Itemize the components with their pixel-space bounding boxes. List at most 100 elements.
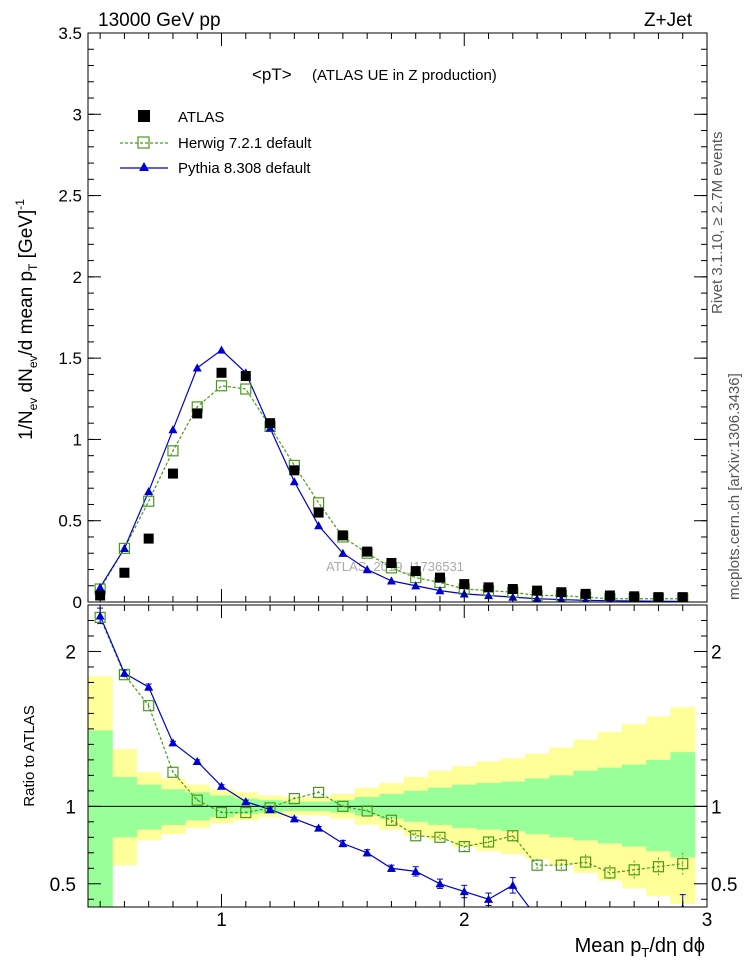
atlas-point: [580, 588, 591, 599]
uncertainty-band-inner: [573, 770, 599, 841]
atlas-point: [167, 468, 178, 479]
uncertainty-band-inner: [136, 784, 162, 830]
atlas-point: [604, 590, 615, 601]
atlas-point: [556, 587, 567, 598]
pythia-ratio-point: [217, 781, 227, 790]
main-ytick-label: 0.5: [58, 512, 82, 531]
herwig-ratio-point: [288, 792, 300, 805]
herwig-ratio-point: [482, 836, 495, 848]
pythia-ratio-point: [314, 823, 324, 832]
main-plot-frame: [87, 32, 708, 603]
pythia-point: [386, 576, 396, 585]
ratio-axes: 0.5 0.5 1 1 2 2 1 2 3: [50, 605, 737, 931]
herwig-ratio-point: [434, 831, 446, 843]
xlabel-part-1: Mean p: [575, 935, 642, 957]
legend-atlas-marker: [138, 110, 150, 122]
ratio-plot-marks: [94, 607, 689, 926]
herwig-ratio-point: [580, 856, 592, 868]
legend-herwig-label: Herwig 7.2.1 default: [178, 135, 312, 152]
uncertainty-band-inner: [670, 752, 696, 858]
herwig-ratio-line: [99, 617, 683, 874]
pythia-point: [411, 581, 421, 590]
legend: ATLAS Herwig 7.2.1 default Pythia 8.308 …: [120, 109, 312, 177]
atlas-point: [95, 590, 106, 601]
atlas-point: [216, 367, 227, 378]
pythia-point: [289, 477, 299, 486]
ratio-ytick-label: 1: [65, 797, 76, 818]
pythia-point: [435, 586, 445, 595]
herwig-point: [143, 495, 155, 507]
main-y-axis: 0 0.5 1 1.5 2 2.5 3 3.5: [58, 24, 708, 612]
atlas-point: [313, 507, 324, 518]
pythia-point: [192, 363, 202, 372]
pythia-point: [484, 590, 494, 600]
atlas-point: [240, 371, 251, 382]
atlas-point: [532, 585, 543, 596]
herwig-ratio-point: [240, 806, 252, 819]
main-ytick-label: 2.5: [58, 187, 82, 206]
x-tick-label: 1: [216, 910, 227, 931]
pythia-ratio-point: [605, 918, 614, 926]
herwig-point: [118, 542, 131, 554]
herwig-ratio-point: [555, 859, 567, 871]
ylabel-sub-t: T: [26, 263, 40, 271]
ratio-plot-frame: [87, 604, 708, 908]
pythia-ratio-point: [435, 879, 445, 888]
pythia-ratio-point: [581, 916, 590, 924]
herwig-ratio-point: [215, 806, 228, 819]
xlabel-part-2: /dη dϕ: [649, 935, 705, 957]
ratio-y-label: Ratio to ATLAS: [21, 705, 38, 806]
ylabel-unit: [GeV]: [16, 210, 37, 264]
legend-pythia-label: Pythia 8.308 default: [178, 160, 311, 177]
ylabel-part-3: /d mean p: [16, 271, 37, 356]
atlas-point: [265, 418, 276, 429]
herwig-ratio-point: [531, 859, 543, 871]
herwig-ratio-point: [652, 861, 665, 873]
pythia-point: [144, 486, 154, 496]
pythia-ratio-point: [95, 611, 105, 620]
uncertainty-band-inner: [88, 730, 113, 907]
uncertainty-band-inner: [112, 776, 138, 838]
ratio-ytick-label-right: 1: [711, 797, 722, 818]
pythia-ratio-point: [459, 887, 469, 896]
process-label: Z+Jet: [644, 10, 693, 31]
atlas-point: [483, 582, 494, 593]
herwig-ratio-point: [410, 830, 422, 842]
atlas-point: [386, 557, 397, 568]
herwig-point: [313, 497, 325, 509]
x-tick-label: 3: [702, 910, 713, 931]
herwig-ratio-point: [458, 840, 470, 853]
herwig-point: [240, 383, 252, 395]
legend-atlas-label: ATLAS: [178, 109, 224, 126]
herwig-ratio-point: [337, 800, 349, 812]
atlas-point: [337, 530, 348, 541]
plot-title: <pT>: [252, 65, 292, 84]
legend-pythia-marker: [139, 162, 149, 171]
main-ytick-label: 1.5: [58, 349, 82, 368]
atlas-point: [289, 465, 300, 476]
atlas-point: [434, 572, 445, 583]
pythia-ratio-point: [192, 756, 202, 766]
energy-label: 13000 GeV pp: [98, 10, 221, 31]
herwig-ratio-point: [143, 700, 155, 712]
uncertainty-band-inner: [622, 764, 647, 847]
pythia-point: [362, 564, 372, 574]
pythia-point: [168, 425, 178, 434]
main-ytick-label: 3: [73, 105, 82, 124]
pythia-point: [338, 548, 348, 557]
atlas-point: [507, 583, 518, 594]
atlas-point: [143, 533, 154, 544]
uncertainty-band-inner: [646, 759, 672, 852]
ratio-ytick-label-right: 2: [711, 642, 722, 663]
ratio-ytick-label: 0.5: [50, 875, 76, 896]
main-ytick-label: 1: [73, 430, 82, 449]
atlas-point: [459, 579, 470, 590]
herwig-point: [167, 445, 179, 457]
main-ytick-label: 2: [73, 268, 82, 287]
x-axis-label: Mean pT/dη dϕ: [575, 935, 705, 960]
ylabel-sub-ev: ev: [26, 398, 40, 411]
herwig-ratio-point: [677, 858, 689, 870]
pythia-ratio-point: [411, 866, 421, 875]
pythia-ratio-point: [386, 863, 396, 872]
